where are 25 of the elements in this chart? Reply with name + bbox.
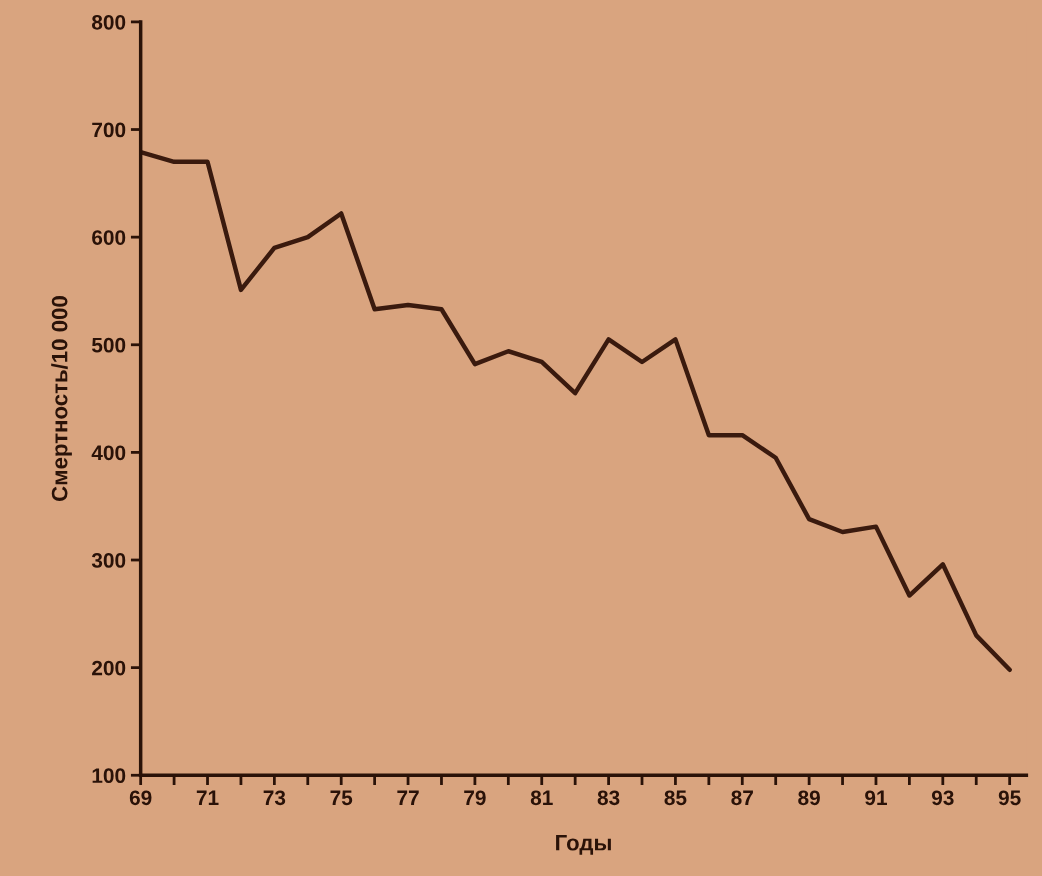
x-tick-label: 89 bbox=[798, 790, 820, 806]
x-tick-label: 79 bbox=[464, 790, 486, 806]
x-tick-label: 95 bbox=[998, 790, 1021, 806]
x-tick-label: 91 bbox=[865, 790, 887, 806]
y-tick-label: 100 bbox=[92, 768, 126, 784]
x-tick-label: 73 bbox=[263, 790, 286, 806]
x-tick-label: 93 bbox=[931, 790, 954, 806]
x-tick-label: 77 bbox=[397, 790, 419, 805]
y-tick-label: 400 bbox=[91, 445, 126, 461]
x-tick-label: 85 bbox=[664, 790, 687, 806]
y-tick-label: 200 bbox=[92, 660, 126, 676]
x-tick-label: 87 bbox=[731, 790, 753, 806]
x-tick-label: 75 bbox=[330, 790, 353, 806]
y-tick-label: 500 bbox=[91, 337, 126, 353]
x-tick-label: 83 bbox=[597, 790, 620, 806]
y-tick-label: 300 bbox=[91, 553, 126, 568]
x-tick-label: 81 bbox=[530, 790, 553, 806]
y-tick-label: 700 bbox=[92, 122, 126, 138]
y-tick-label: 800 bbox=[91, 14, 126, 30]
y-axis-title: Смертность/10 000 bbox=[51, 296, 72, 502]
x-tick-label: 69 bbox=[129, 790, 152, 806]
x-tick-label: 71 bbox=[196, 790, 219, 805]
line-series bbox=[140, 149, 1012, 673]
y-tick-label: 600 bbox=[92, 230, 126, 245]
x-axis-title: Годы bbox=[556, 835, 611, 855]
